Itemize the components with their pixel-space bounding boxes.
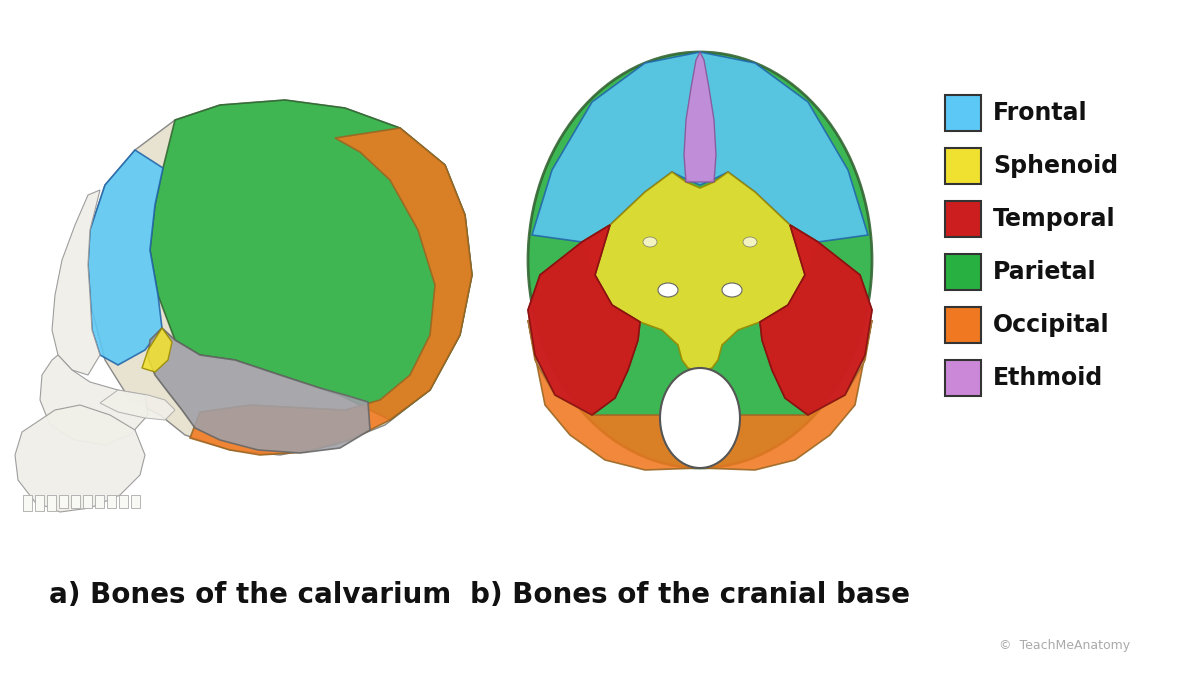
Polygon shape xyxy=(760,225,872,415)
Polygon shape xyxy=(100,390,175,420)
FancyBboxPatch shape xyxy=(131,495,140,508)
Text: Frontal: Frontal xyxy=(994,101,1087,125)
FancyBboxPatch shape xyxy=(946,148,982,184)
FancyBboxPatch shape xyxy=(59,495,68,508)
FancyBboxPatch shape xyxy=(946,201,982,237)
FancyBboxPatch shape xyxy=(23,495,32,511)
FancyBboxPatch shape xyxy=(946,254,982,290)
Polygon shape xyxy=(148,328,370,453)
Polygon shape xyxy=(150,100,472,420)
Text: Ethmoid: Ethmoid xyxy=(994,366,1103,390)
FancyBboxPatch shape xyxy=(946,307,982,343)
Text: ©  TeachMeAnatomy: © TeachMeAnatomy xyxy=(998,639,1130,651)
Polygon shape xyxy=(528,225,640,415)
Polygon shape xyxy=(88,100,472,455)
Ellipse shape xyxy=(660,368,740,468)
Polygon shape xyxy=(528,225,640,415)
FancyBboxPatch shape xyxy=(35,495,44,511)
Polygon shape xyxy=(40,355,148,445)
Polygon shape xyxy=(532,52,868,242)
FancyBboxPatch shape xyxy=(95,495,104,508)
Text: b) Bones of the cranial base: b) Bones of the cranial base xyxy=(470,581,910,609)
Polygon shape xyxy=(142,328,172,372)
FancyBboxPatch shape xyxy=(119,495,128,508)
FancyBboxPatch shape xyxy=(83,495,92,508)
Text: a) Bones of the calvarium: a) Bones of the calvarium xyxy=(49,581,451,609)
Ellipse shape xyxy=(743,237,757,247)
FancyBboxPatch shape xyxy=(47,495,56,511)
Polygon shape xyxy=(190,128,472,455)
Polygon shape xyxy=(582,172,818,372)
FancyBboxPatch shape xyxy=(946,360,982,396)
Text: Sphenoid: Sphenoid xyxy=(994,154,1118,178)
Polygon shape xyxy=(760,225,872,415)
Text: Occipital: Occipital xyxy=(994,313,1110,337)
FancyBboxPatch shape xyxy=(71,495,80,508)
Text: Temporal: Temporal xyxy=(994,207,1116,231)
Ellipse shape xyxy=(643,237,658,247)
Ellipse shape xyxy=(528,52,872,468)
Polygon shape xyxy=(684,52,716,182)
Polygon shape xyxy=(52,190,100,375)
FancyBboxPatch shape xyxy=(107,495,116,508)
Ellipse shape xyxy=(658,283,678,297)
Polygon shape xyxy=(88,150,163,365)
Text: Parietal: Parietal xyxy=(994,260,1097,284)
FancyBboxPatch shape xyxy=(946,95,982,131)
Ellipse shape xyxy=(722,283,742,297)
Polygon shape xyxy=(528,320,872,470)
Polygon shape xyxy=(14,405,145,512)
